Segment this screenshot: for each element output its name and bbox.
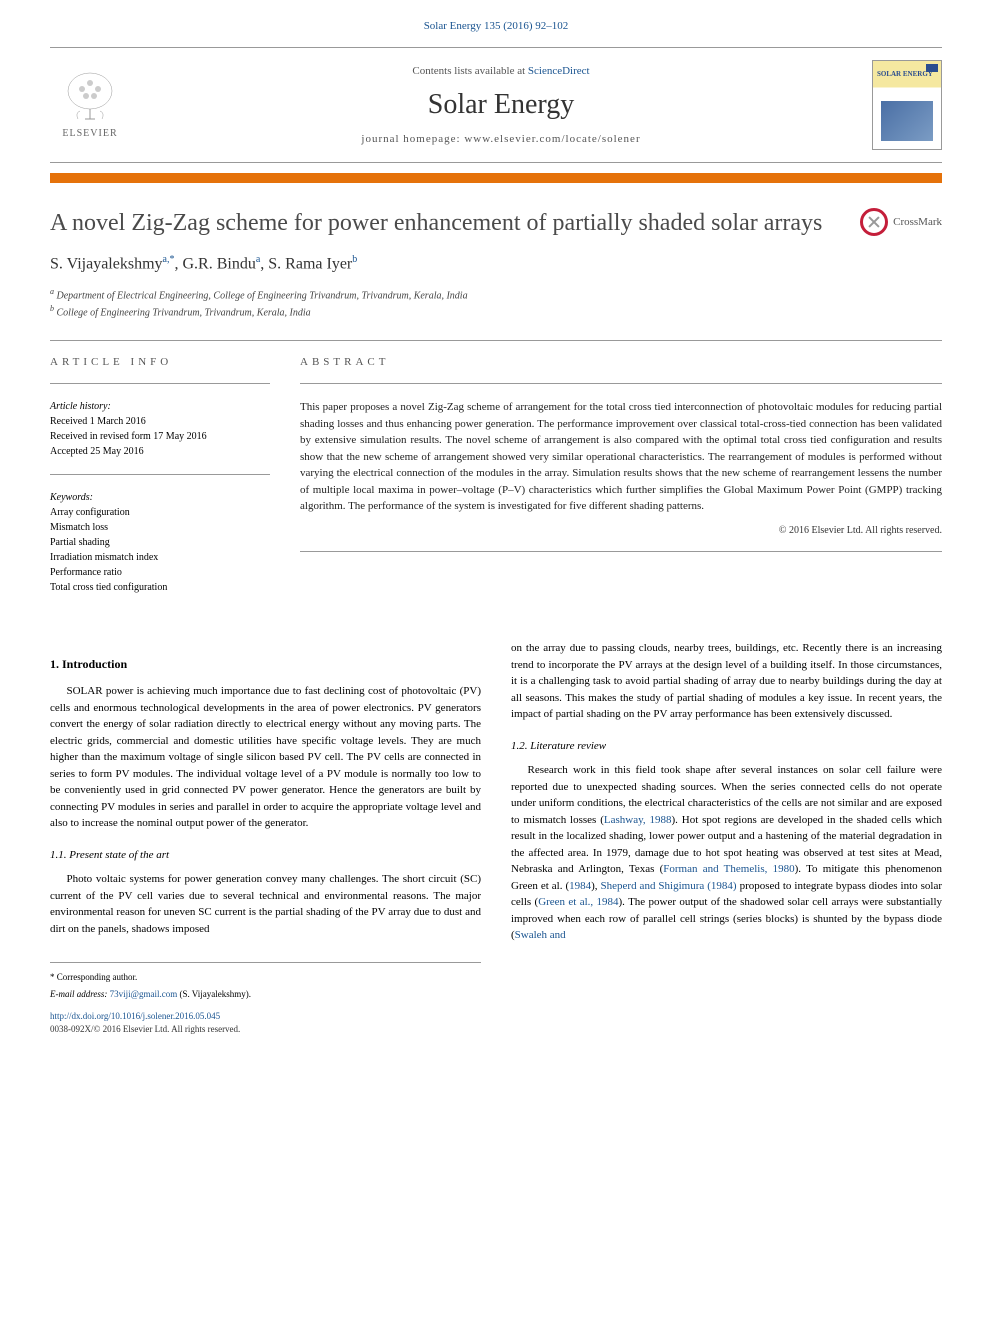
abstract-column: ABSTRACT This paper proposes a novel Zig…: [300, 356, 942, 610]
header-center: Contents lists available at ScienceDirec…: [130, 65, 872, 145]
publisher-name: ELSEVIER: [62, 128, 117, 139]
footer-block: * Corresponding author. E-mail address: …: [50, 962, 481, 1035]
accent-bar: [50, 173, 942, 183]
citation-link[interactable]: Swaleh and: [515, 929, 566, 941]
abstract-copyright: © 2016 Elsevier Ltd. All rights reserved…: [300, 525, 942, 536]
journal-homepage: journal homepage: www.elsevier.com/locat…: [130, 133, 872, 145]
citation-link[interactable]: Forman and Themelis, 1980: [663, 863, 794, 875]
corresponding-marker: *: [50, 972, 55, 982]
crossmark-label: CrossMark: [893, 216, 942, 228]
history-accepted: Accepted 25 May 2016: [50, 444, 270, 459]
article-title: A novel Zig-Zag scheme for power enhance…: [50, 208, 860, 239]
footer-copyright: 0038-092X/© 2016 Elsevier Ltd. All right…: [50, 1023, 481, 1036]
sciencedirect-link[interactable]: ScienceDirect: [528, 65, 590, 77]
divider: [50, 383, 270, 384]
divider: [300, 551, 942, 552]
history-revised: Received in revised form 17 May 2016: [50, 429, 270, 444]
citation-link[interactable]: Sheperd and Shigimura (1984): [601, 880, 737, 892]
keyword: Performance ratio: [50, 565, 270, 580]
text-run: ),: [591, 880, 600, 892]
affil-a: Department of Electrical Engineering, Co…: [57, 290, 468, 301]
keyword: Total cross tied configuration: [50, 580, 270, 595]
crossmark-badge[interactable]: CrossMark: [860, 208, 942, 236]
keywords-label: Keywords:: [50, 490, 270, 505]
abstract-label: ABSTRACT: [300, 356, 942, 368]
email-label: E-mail address:: [50, 989, 107, 999]
corresponding-label: Corresponding author.: [57, 972, 138, 982]
contents-prefix: Contents lists available at: [412, 65, 527, 77]
intro-paragraph: SOLAR power is achieving much importance…: [50, 683, 481, 832]
author-1[interactable]: S. Vijayalekshmy: [50, 256, 163, 273]
homepage-url[interactable]: www.elsevier.com/locate/solener: [464, 133, 640, 145]
abstract-text: This paper proposes a novel Zig-Zag sche…: [300, 399, 942, 515]
article-history: Article history: Received 1 March 2016 R…: [50, 399, 270, 459]
history-label: Article history:: [50, 399, 270, 414]
author-2[interactable]: G.R. Bindu: [182, 256, 255, 273]
keyword: Irradiation mismatch index: [50, 550, 270, 565]
citation-link[interactable]: Lashway, 1988: [604, 814, 672, 826]
section-1-2-paragraph: Research work in this field took shape a…: [511, 762, 942, 944]
body-columns: 1. Introduction SOLAR power is achieving…: [50, 640, 942, 1035]
elsevier-logo[interactable]: ELSEVIER: [50, 65, 130, 145]
history-received: Received 1 March 2016: [50, 414, 270, 429]
section-1-2-heading: 1.2. Literature review: [511, 738, 942, 755]
affiliations: a Department of Electrical Engineering, …: [50, 286, 942, 321]
divider: [300, 383, 942, 384]
article-info: ARTICLE INFO Article history: Received 1…: [50, 356, 270, 610]
keyword: Mismatch loss: [50, 520, 270, 535]
article-info-label: ARTICLE INFO: [50, 356, 270, 368]
author-3[interactable]: S. Rama Iyer: [268, 256, 352, 273]
author-2-sup: a: [256, 254, 260, 265]
email-line: E-mail address: 73viji@gmail.com (S. Vij…: [50, 988, 481, 1001]
affil-b-sup: b: [50, 304, 54, 313]
body-column-left: 1. Introduction SOLAR power is achieving…: [50, 640, 481, 1035]
crossmark-icon: [860, 208, 888, 236]
elsevier-tree-icon: [60, 71, 120, 126]
email-link[interactable]: 73viji@gmail.com: [110, 989, 178, 999]
divider: [50, 474, 270, 475]
section-1-1-heading: 1.1. Present state of the art: [50, 847, 481, 864]
homepage-prefix: journal homepage:: [361, 133, 464, 145]
affil-a-sup: a: [50, 287, 54, 296]
keyword: Partial shading: [50, 535, 270, 550]
keyword: Array configuration: [50, 505, 270, 520]
section-1-heading: 1. Introduction: [50, 655, 481, 673]
journal-cover-thumbnail[interactable]: SOLAR ENERGY: [872, 60, 942, 150]
citation-link[interactable]: 1984: [569, 880, 591, 892]
author-3-sup: b: [352, 254, 357, 265]
header-box: ELSEVIER Contents lists available at Sci…: [50, 47, 942, 163]
keywords-block: Keywords: Array configuration Mismatch l…: [50, 490, 270, 595]
header-citation: Solar Energy 135 (2016) 92–102: [50, 20, 942, 32]
cover-image: [881, 101, 933, 141]
contents-line: Contents lists available at ScienceDirec…: [130, 65, 872, 77]
info-abstract-row: ARTICLE INFO Article history: Received 1…: [50, 356, 942, 610]
doi-link[interactable]: http://dx.doi.org/10.1016/j.solener.2016…: [50, 1010, 481, 1023]
divider: [50, 340, 942, 341]
email-author: (S. Vijayalekshmy).: [179, 989, 251, 999]
corresponding-author: * Corresponding author.: [50, 971, 481, 984]
section-1-1-paragraph: Photo voltaic systems for power generati…: [50, 871, 481, 937]
title-row: A novel Zig-Zag scheme for power enhance…: [50, 208, 942, 239]
body-column-right: on the array due to passing clouds, near…: [511, 640, 942, 1035]
authors-line: S. Vijayalekshmya,*, G.R. Bindua, S. Ram…: [50, 254, 942, 273]
cover-title: SOLAR ENERGY: [877, 71, 933, 79]
citation-link[interactable]: Green et al., 1984: [538, 896, 618, 908]
author-1-sup: a,*: [163, 254, 175, 265]
affil-b: College of Engineering Trivandrum, Triva…: [57, 307, 311, 318]
col2-continuation: on the array due to passing clouds, near…: [511, 640, 942, 723]
journal-name: Solar Energy: [130, 89, 872, 121]
